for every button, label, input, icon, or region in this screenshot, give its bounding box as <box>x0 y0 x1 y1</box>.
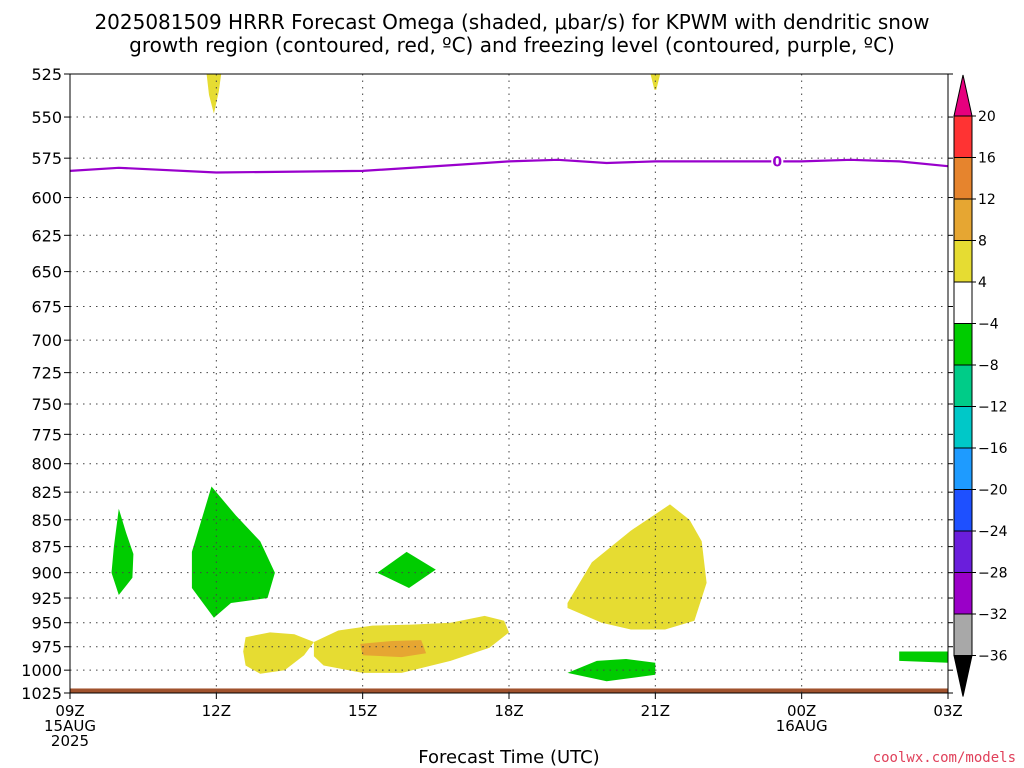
colorbar-segment-5 <box>953 323 973 366</box>
colorbar-segment-12 <box>953 613 973 656</box>
chart-title-line-0: 2025081509 HRRR Forecast Omega (shaded, … <box>94 10 929 34</box>
y-tick-label-1000: 1000 <box>21 661 62 680</box>
colorbar-label-10: −24 <box>978 524 1008 540</box>
colorbar-label-0: 20 <box>978 109 996 125</box>
freezing-level-line <box>69 158 949 174</box>
colorbar-segment-3 <box>953 240 973 283</box>
colorbar-segment-10 <box>953 530 973 573</box>
colorbar-label-12: −32 <box>978 607 1008 623</box>
x-tick-label-0-2: 2025 <box>51 732 89 750</box>
colorbar-segment-11 <box>953 572 973 615</box>
colorbar-label-5: −4 <box>978 317 999 333</box>
colorbar-label-11: −28 <box>978 566 1008 582</box>
colorbar-segment-6 <box>953 364 973 407</box>
y-tick-label-800: 800 <box>31 455 62 474</box>
y-tick-label-1025: 1025 <box>21 684 62 703</box>
x-tick-label-9-0: 18Z <box>494 702 523 720</box>
omega-region-6 <box>111 508 134 595</box>
colorbar-label-1: 16 <box>978 151 996 167</box>
x-tick-label-15-1: 16AUG <box>776 717 828 735</box>
colorbar-segment-2 <box>953 198 973 241</box>
y-tick-label-575: 575 <box>31 149 62 168</box>
surface-band <box>70 688 948 693</box>
y-tick-label-600: 600 <box>31 189 62 208</box>
y-tick-label-750: 750 <box>31 395 62 414</box>
freezing-label-bg <box>771 154 784 169</box>
omega-region-9 <box>567 659 656 682</box>
colorbar-label-2: 12 <box>978 192 996 208</box>
y-tick-label-950: 950 <box>31 614 62 633</box>
colorbar-segment-1 <box>953 157 973 200</box>
omega-region-7 <box>191 486 275 618</box>
colorbar-label-9: −20 <box>978 483 1008 499</box>
omega-region-10 <box>899 651 948 663</box>
y-tick-label-825: 825 <box>31 483 62 502</box>
omega-region-5 <box>567 504 707 630</box>
x-tick-label-0-1: 15AUG <box>44 717 96 735</box>
colorbar-label-4: 4 <box>978 275 987 291</box>
colorbar-segment-7 <box>953 406 973 449</box>
x-tick-label-12-0: 21Z <box>641 702 670 720</box>
y-tick-label-550: 550 <box>31 108 62 127</box>
colorbar-segment-4 <box>953 281 973 324</box>
y-tick-label-925: 925 <box>31 589 62 608</box>
y-tick-label-975: 975 <box>31 638 62 657</box>
colorbar-label-3: 8 <box>978 234 987 250</box>
colorbar-segment-0 <box>953 115 973 158</box>
y-tick-label-625: 625 <box>31 226 62 245</box>
omega-region-8 <box>377 551 436 588</box>
omega-region-4 <box>360 640 427 658</box>
x-axis-title: Forecast Time (UTC) <box>418 747 599 768</box>
x-tick-label-6-0: 15Z <box>348 702 377 720</box>
y-tick-label-700: 700 <box>31 331 62 350</box>
freezing-level-contour: 0 <box>69 154 949 174</box>
y-tick-label-900: 900 <box>31 564 62 583</box>
omega-shading <box>70 74 948 693</box>
x-tick-label-18-0: 03Z <box>933 702 962 720</box>
colorbar: 20 16 12 8 4 −4 −8 −12 −16 −20 −24 −28 −32 −36 <box>953 74 1008 697</box>
colorbar-label-7: −12 <box>978 400 1008 416</box>
omega-region-2 <box>243 632 314 674</box>
colorbar-label-13: −36 <box>978 649 1008 665</box>
x-tick-label-0-0: 09Z <box>55 702 84 720</box>
y-tick-label-850: 850 <box>31 511 62 530</box>
colorbar-label-8: −16 <box>978 441 1008 457</box>
y-tick-label-775: 775 <box>31 425 62 444</box>
y-tick-label-525: 525 <box>31 65 62 84</box>
y-tick-label-675: 675 <box>31 298 62 317</box>
chart-title: 2025081509 HRRR Forecast Omega (shaded, … <box>94 10 929 57</box>
colorbar-label-6: −8 <box>978 358 999 374</box>
omega-region-0 <box>206 74 222 114</box>
chart-title-line-1: growth region (contoured, red, ºC) and f… <box>129 33 895 57</box>
colorbar-segment-9 <box>953 489 973 532</box>
y-tick-label-650: 650 <box>31 263 62 282</box>
colorbar-bottom-arrow <box>953 655 973 697</box>
colorbar-segment-8 <box>953 447 973 490</box>
freezing-level-label: 0 <box>772 154 782 170</box>
y-tick-label-875: 875 <box>31 538 62 557</box>
colorbar-top-arrow <box>953 74 973 117</box>
x-tick-label-15-0: 00Z <box>787 702 816 720</box>
y-tick-label-725: 725 <box>31 364 62 383</box>
y-axis: 525 550 575 600 625 650 675 700 725 750 775 800 825 8… <box>21 65 953 703</box>
x-tick-label-3-0: 12Z <box>202 702 231 720</box>
credit-text: coolwx.com/models <box>873 750 1016 766</box>
